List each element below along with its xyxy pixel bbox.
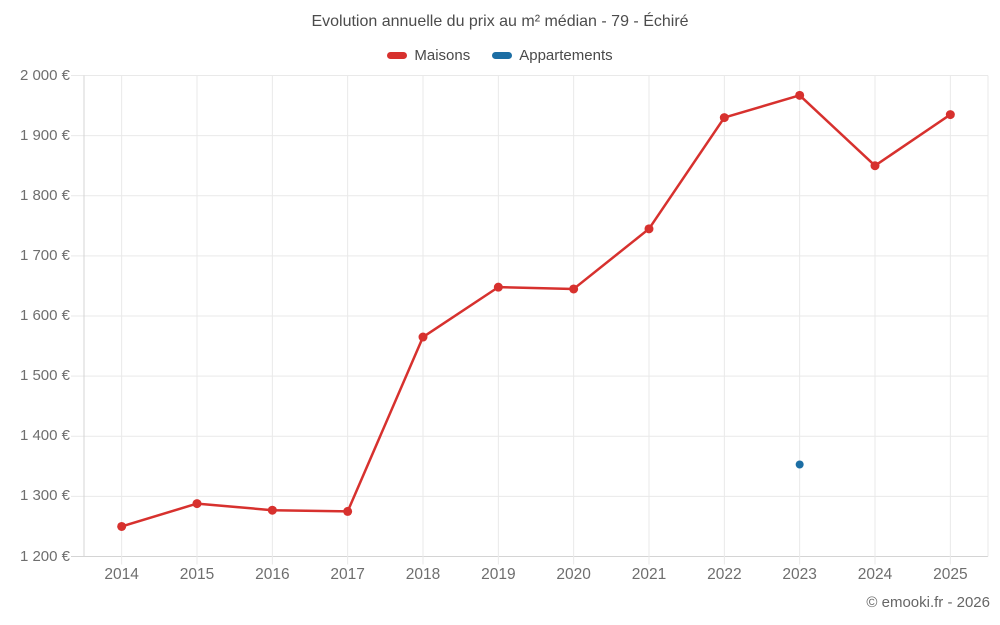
- data-point-maisons[interactable]: [719, 113, 729, 123]
- chart-title: Evolution annuelle du prix au m² médian …: [311, 13, 689, 30]
- x-tick-label: 2024: [857, 566, 893, 583]
- data-point-maisons[interactable]: [569, 284, 579, 294]
- data-point-maisons[interactable]: [870, 161, 880, 171]
- x-tick-label: 2021: [631, 566, 667, 583]
- x-tick-label: 2020: [556, 566, 591, 583]
- data-point-maisons[interactable]: [945, 110, 955, 120]
- y-tick-label: 1 300 €: [19, 487, 70, 505]
- y-tick-label: 1 400 €: [19, 427, 70, 445]
- data-point-appartements[interactable]: [795, 460, 804, 469]
- data-point-maisons[interactable]: [644, 224, 654, 234]
- data-point-maisons[interactable]: [192, 499, 202, 509]
- y-tick-label: 1 900 €: [19, 126, 70, 144]
- legend-swatch-maisons: [387, 51, 408, 59]
- credit-text: © emooki.fr - 2026: [866, 594, 990, 611]
- data-point-maisons[interactable]: [117, 521, 127, 531]
- legend-label: Appartements: [519, 46, 613, 64]
- series-line-maisons: [121, 94, 952, 528]
- data-point-maisons[interactable]: [795, 90, 805, 100]
- y-tick-label: 1 700 €: [19, 246, 70, 264]
- x-tick-label: 2016: [255, 566, 290, 583]
- y-tick-label: 1 200 €: [19, 547, 70, 565]
- data-point-maisons[interactable]: [343, 506, 353, 516]
- y-tick-label: 1 600 €: [19, 307, 70, 324]
- legend-item-maisons[interactable]: Maisons: [387, 47, 470, 64]
- x-tick-label: 2014: [104, 566, 139, 583]
- x-tick-label: 2015: [179, 566, 215, 583]
- data-point-maisons[interactable]: [493, 282, 503, 292]
- x-tick-label: 2018: [405, 566, 441, 583]
- x-tick-label: 2023: [782, 566, 817, 583]
- legend-swatch-appartements: [492, 51, 513, 59]
- legend-item-appartements[interactable]: Appartements: [492, 46, 613, 64]
- x-tick-label: 2025: [933, 566, 968, 583]
- y-tick-label: 2 000 €: [19, 66, 70, 84]
- chart-legend: Maisons Appartements: [0, 44, 1000, 66]
- x-tick-label: 2017: [330, 566, 365, 583]
- y-tick-label: 1 500 €: [19, 367, 70, 385]
- x-tick-label: 2019: [481, 566, 516, 583]
- x-tick-label: 2022: [707, 566, 742, 583]
- y-tick-label: 1 800 €: [19, 186, 70, 204]
- data-point-maisons[interactable]: [267, 505, 277, 515]
- data-point-maisons[interactable]: [418, 332, 428, 342]
- legend-label: Maisons: [414, 46, 471, 64]
